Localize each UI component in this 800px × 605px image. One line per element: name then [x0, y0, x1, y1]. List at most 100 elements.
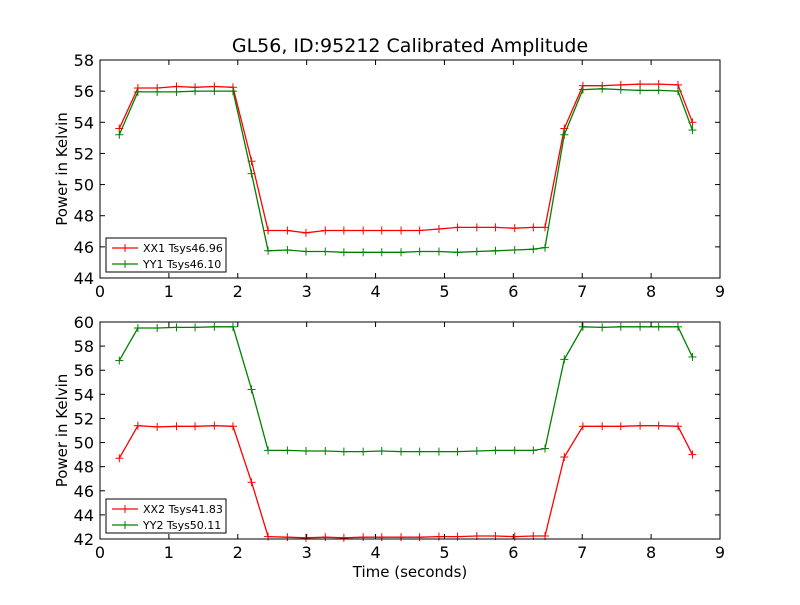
- data-point-marker: [491, 446, 500, 455]
- y-tick-label: 54: [74, 385, 94, 404]
- y-tick-label: 42: [74, 530, 94, 549]
- data-point-marker: [264, 246, 273, 255]
- legend-box: [105, 237, 227, 273]
- data-point-marker: [510, 245, 519, 254]
- y-axis-label: Power in Kelvin: [53, 112, 71, 226]
- x-tick-label: 3: [302, 543, 312, 562]
- data-point-marker: [247, 385, 256, 394]
- data-point-marker: [598, 84, 607, 93]
- data-point-marker: [359, 447, 368, 456]
- y-tick-label: 44: [74, 269, 94, 288]
- y-tick-label: 46: [74, 238, 94, 257]
- data-point-marker: [472, 223, 481, 232]
- y-tick-label: 48: [74, 458, 94, 477]
- data-point-marker: [541, 243, 550, 252]
- data-point-marker: [688, 352, 697, 361]
- data-point-marker: [560, 355, 569, 364]
- data-point-marker: [191, 422, 200, 431]
- data-point-marker: [654, 86, 663, 95]
- data-point-marker: [636, 86, 645, 95]
- data-point-marker: [415, 247, 424, 256]
- data-point-marker: [339, 226, 348, 235]
- data-point-marker: [115, 454, 124, 463]
- figure-title: GL56, ID:95212 Calibrated Amplitude: [232, 35, 588, 57]
- data-point-marker: [321, 247, 330, 256]
- data-point-marker: [283, 226, 292, 235]
- data-point-marker: [673, 87, 682, 96]
- data-point-marker: [153, 422, 162, 431]
- data-point-marker: [415, 447, 424, 456]
- data-point-marker: [472, 247, 481, 256]
- y-tick-label: 44: [74, 506, 94, 525]
- x-tick-label: 8: [646, 282, 656, 301]
- data-point-marker: [434, 224, 443, 233]
- data-point-marker: [541, 223, 550, 232]
- data-point-marker: [616, 422, 625, 431]
- y-tick-label: 52: [74, 144, 94, 163]
- y-tick-label: 52: [74, 409, 94, 428]
- x-tick-label: 9: [715, 543, 725, 562]
- data-point-marker: [529, 223, 538, 232]
- data-point-marker: [210, 421, 219, 430]
- data-point-marker: [359, 226, 368, 235]
- data-point-marker: [472, 446, 481, 455]
- x-tick-label: 0: [95, 543, 105, 562]
- data-point-marker: [560, 453, 569, 462]
- data-point-marker: [415, 226, 424, 235]
- data-point-marker: [321, 446, 330, 455]
- data-point-marker: [377, 533, 386, 542]
- x-tick-label: 8: [646, 543, 656, 562]
- data-point-marker: [191, 323, 200, 332]
- data-point-marker: [264, 226, 273, 235]
- data-point-marker: [397, 248, 406, 257]
- legend-entry-label: XX2 Tsys41.83: [143, 503, 223, 516]
- x-tick-label: 7: [577, 282, 587, 301]
- data-point-marker: [191, 87, 200, 96]
- legend-entry-label: YY1 Tsys46.10: [142, 258, 221, 271]
- data-point-marker: [210, 322, 219, 331]
- data-point-marker: [453, 447, 462, 456]
- y-tick-label: 58: [74, 337, 94, 356]
- x-tick-label: 6: [508, 282, 518, 301]
- data-point-marker: [115, 130, 124, 139]
- data-point-marker: [578, 85, 587, 94]
- data-point-marker: [598, 422, 607, 431]
- data-point-marker: [283, 533, 292, 542]
- plot-frame: [99, 59, 721, 279]
- x-tick-label: 9: [715, 282, 725, 301]
- data-point-marker: [560, 130, 569, 139]
- data-point-marker: [636, 322, 645, 331]
- series-line-2: [118, 88, 694, 253]
- x-tick-label: 4: [370, 543, 380, 562]
- data-point-marker: [377, 446, 386, 455]
- data-point-marker: [397, 447, 406, 456]
- data-point-marker: [616, 322, 625, 331]
- x-tick-label: 1: [164, 282, 174, 301]
- legend-entry-label: XX1 Tsys46.96: [143, 242, 223, 255]
- x-tick-label: 2: [233, 282, 243, 301]
- data-point-marker: [133, 87, 142, 96]
- data-point-marker: [453, 248, 462, 257]
- data-point-marker: [153, 324, 162, 333]
- y-tick-label: 54: [74, 113, 94, 132]
- data-point-marker: [491, 246, 500, 255]
- data-point-marker: [283, 245, 292, 254]
- data-point-marker: [247, 169, 256, 178]
- x-tick-label: 7: [577, 543, 587, 562]
- data-point-marker: [359, 533, 368, 542]
- data-point-marker: [172, 87, 181, 96]
- data-point-marker: [339, 533, 348, 542]
- data-point-marker: [228, 422, 237, 431]
- data-point-marker: [247, 478, 256, 487]
- data-point-marker: [453, 223, 462, 232]
- data-point-marker: [578, 322, 587, 331]
- y-tick-label: 60: [74, 313, 94, 332]
- y-tick-label: 58: [74, 51, 94, 70]
- x-tick-label: 6: [508, 543, 518, 562]
- legend: XX1 Tsys46.96 YY1 Tsys46.10: [105, 237, 227, 273]
- data-point-marker: [115, 356, 124, 365]
- data-point-marker: [301, 247, 310, 256]
- data-point-marker: [301, 228, 310, 237]
- data-point-marker: [688, 450, 697, 459]
